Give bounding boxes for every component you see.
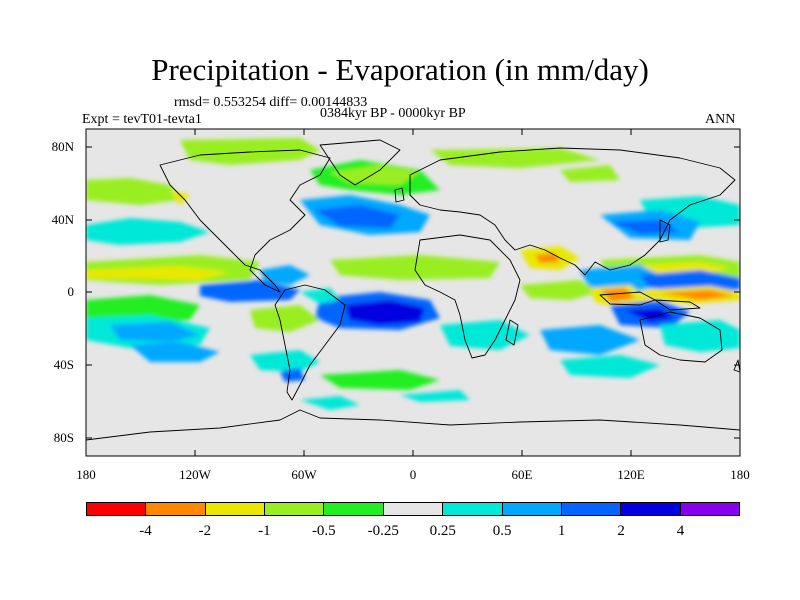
contour-region bbox=[580, 265, 670, 292]
lon-ticks bbox=[85, 129, 741, 456]
contour-region bbox=[560, 355, 660, 378]
contour-region bbox=[320, 370, 440, 390]
contour-region bbox=[560, 165, 620, 182]
contour-region bbox=[330, 165, 420, 185]
lon-label-180e: 180 bbox=[730, 467, 750, 482]
colorbar-swatch bbox=[265, 503, 325, 515]
colorbar-label: 0.25 bbox=[429, 523, 456, 539]
colorbar bbox=[86, 502, 740, 516]
lon-label-0: 0 bbox=[409, 467, 417, 482]
colorbar-label: 0.5 bbox=[492, 523, 512, 539]
contour-region bbox=[610, 220, 680, 234]
period-label: 0384kyr BP - 0000kyr BP bbox=[320, 106, 466, 121]
rmsd-diff-stats: rmsd= 0.553254 diff= 0.00144833 bbox=[174, 95, 368, 110]
experiment-label: Expt = tevT01-tevta1 bbox=[82, 112, 202, 127]
contour-region bbox=[170, 190, 190, 205]
coastline-indonesia bbox=[599, 291, 701, 311]
colorbar-swatch bbox=[561, 503, 622, 515]
lon-label-60e: 60E bbox=[511, 467, 533, 482]
colorbar-label: -4 bbox=[139, 523, 152, 539]
contour-region bbox=[430, 148, 600, 168]
colorbar-swatch bbox=[205, 503, 266, 515]
lon-label-120e: 120E bbox=[617, 467, 645, 482]
contour-region bbox=[110, 322, 200, 342]
season-label: ANN bbox=[705, 112, 736, 127]
coastline-north-america bbox=[159, 149, 331, 293]
map-title: Precipitation - Evaporation (in mm/day) bbox=[151, 52, 649, 87]
contour-region bbox=[660, 320, 740, 352]
contour-region bbox=[520, 280, 600, 300]
colorbar-label: 4 bbox=[676, 523, 685, 539]
colorbar-label: 2 bbox=[617, 523, 625, 539]
contour-region bbox=[250, 350, 320, 372]
colorbar-swatch bbox=[621, 503, 681, 515]
contour-region bbox=[300, 288, 340, 304]
lon-label-60w: 60W bbox=[291, 467, 317, 482]
coastline-greenland bbox=[319, 139, 401, 186]
colorbar-swatch bbox=[87, 503, 147, 515]
colorbar-label: -1 bbox=[258, 523, 271, 539]
lat-ticks bbox=[86, 146, 740, 439]
contour-region bbox=[130, 342, 220, 362]
lat-label-80n: 80N bbox=[51, 139, 74, 154]
coastline-antarctica bbox=[86, 409, 740, 441]
coastline-europe-asia bbox=[409, 147, 736, 276]
lon-label-120w: 120W bbox=[179, 467, 211, 482]
colorbar-swatch bbox=[443, 503, 503, 515]
contour-region bbox=[600, 288, 635, 302]
coastline-japan bbox=[659, 219, 671, 243]
coastline-uk bbox=[394, 187, 405, 203]
lat-label-40n: 40N bbox=[51, 212, 74, 227]
contour-region bbox=[315, 205, 400, 228]
contour-region bbox=[260, 265, 310, 285]
colorbar-labels: -4 -2 -1 -0.5 -0.25 0.25 0.5 1 2 4 bbox=[86, 522, 740, 542]
contour-region bbox=[86, 266, 230, 280]
contour-region bbox=[660, 290, 735, 300]
contour-region bbox=[640, 270, 740, 292]
coastlines bbox=[86, 139, 740, 441]
lon-label-180w: 180 bbox=[76, 467, 96, 482]
colorbar-swatch bbox=[680, 503, 739, 515]
colorbar-label: -0.5 bbox=[311, 523, 336, 539]
contour-region bbox=[345, 300, 425, 325]
lat-label-80s: 80S bbox=[53, 430, 74, 445]
colorbar-swatch bbox=[324, 503, 384, 515]
lat-label-equator: 0 bbox=[67, 284, 75, 299]
contour-region bbox=[535, 253, 560, 263]
colorbar-swatch bbox=[502, 503, 562, 515]
contour-region bbox=[250, 305, 320, 332]
contour-region bbox=[86, 178, 180, 205]
coastline-australia bbox=[639, 311, 723, 363]
coastline-south-america bbox=[274, 284, 346, 401]
coastline-africa bbox=[414, 234, 521, 359]
contour-region bbox=[400, 390, 470, 402]
contour-region bbox=[300, 396, 360, 410]
contour-region bbox=[180, 138, 320, 165]
colorbar-label: -2 bbox=[198, 523, 212, 539]
colorbar-swatch bbox=[146, 503, 206, 515]
colorbar-label: -0.25 bbox=[367, 523, 399, 539]
colorbar-label: 1 bbox=[557, 523, 566, 539]
contour-region bbox=[625, 308, 675, 322]
colorbar-swatch bbox=[383, 503, 444, 515]
contour-region bbox=[540, 325, 640, 355]
contour-region bbox=[280, 368, 305, 382]
lat-label-40s: 40S bbox=[53, 357, 74, 372]
coastline-madagascar bbox=[505, 319, 519, 346]
contour-region bbox=[86, 218, 210, 245]
